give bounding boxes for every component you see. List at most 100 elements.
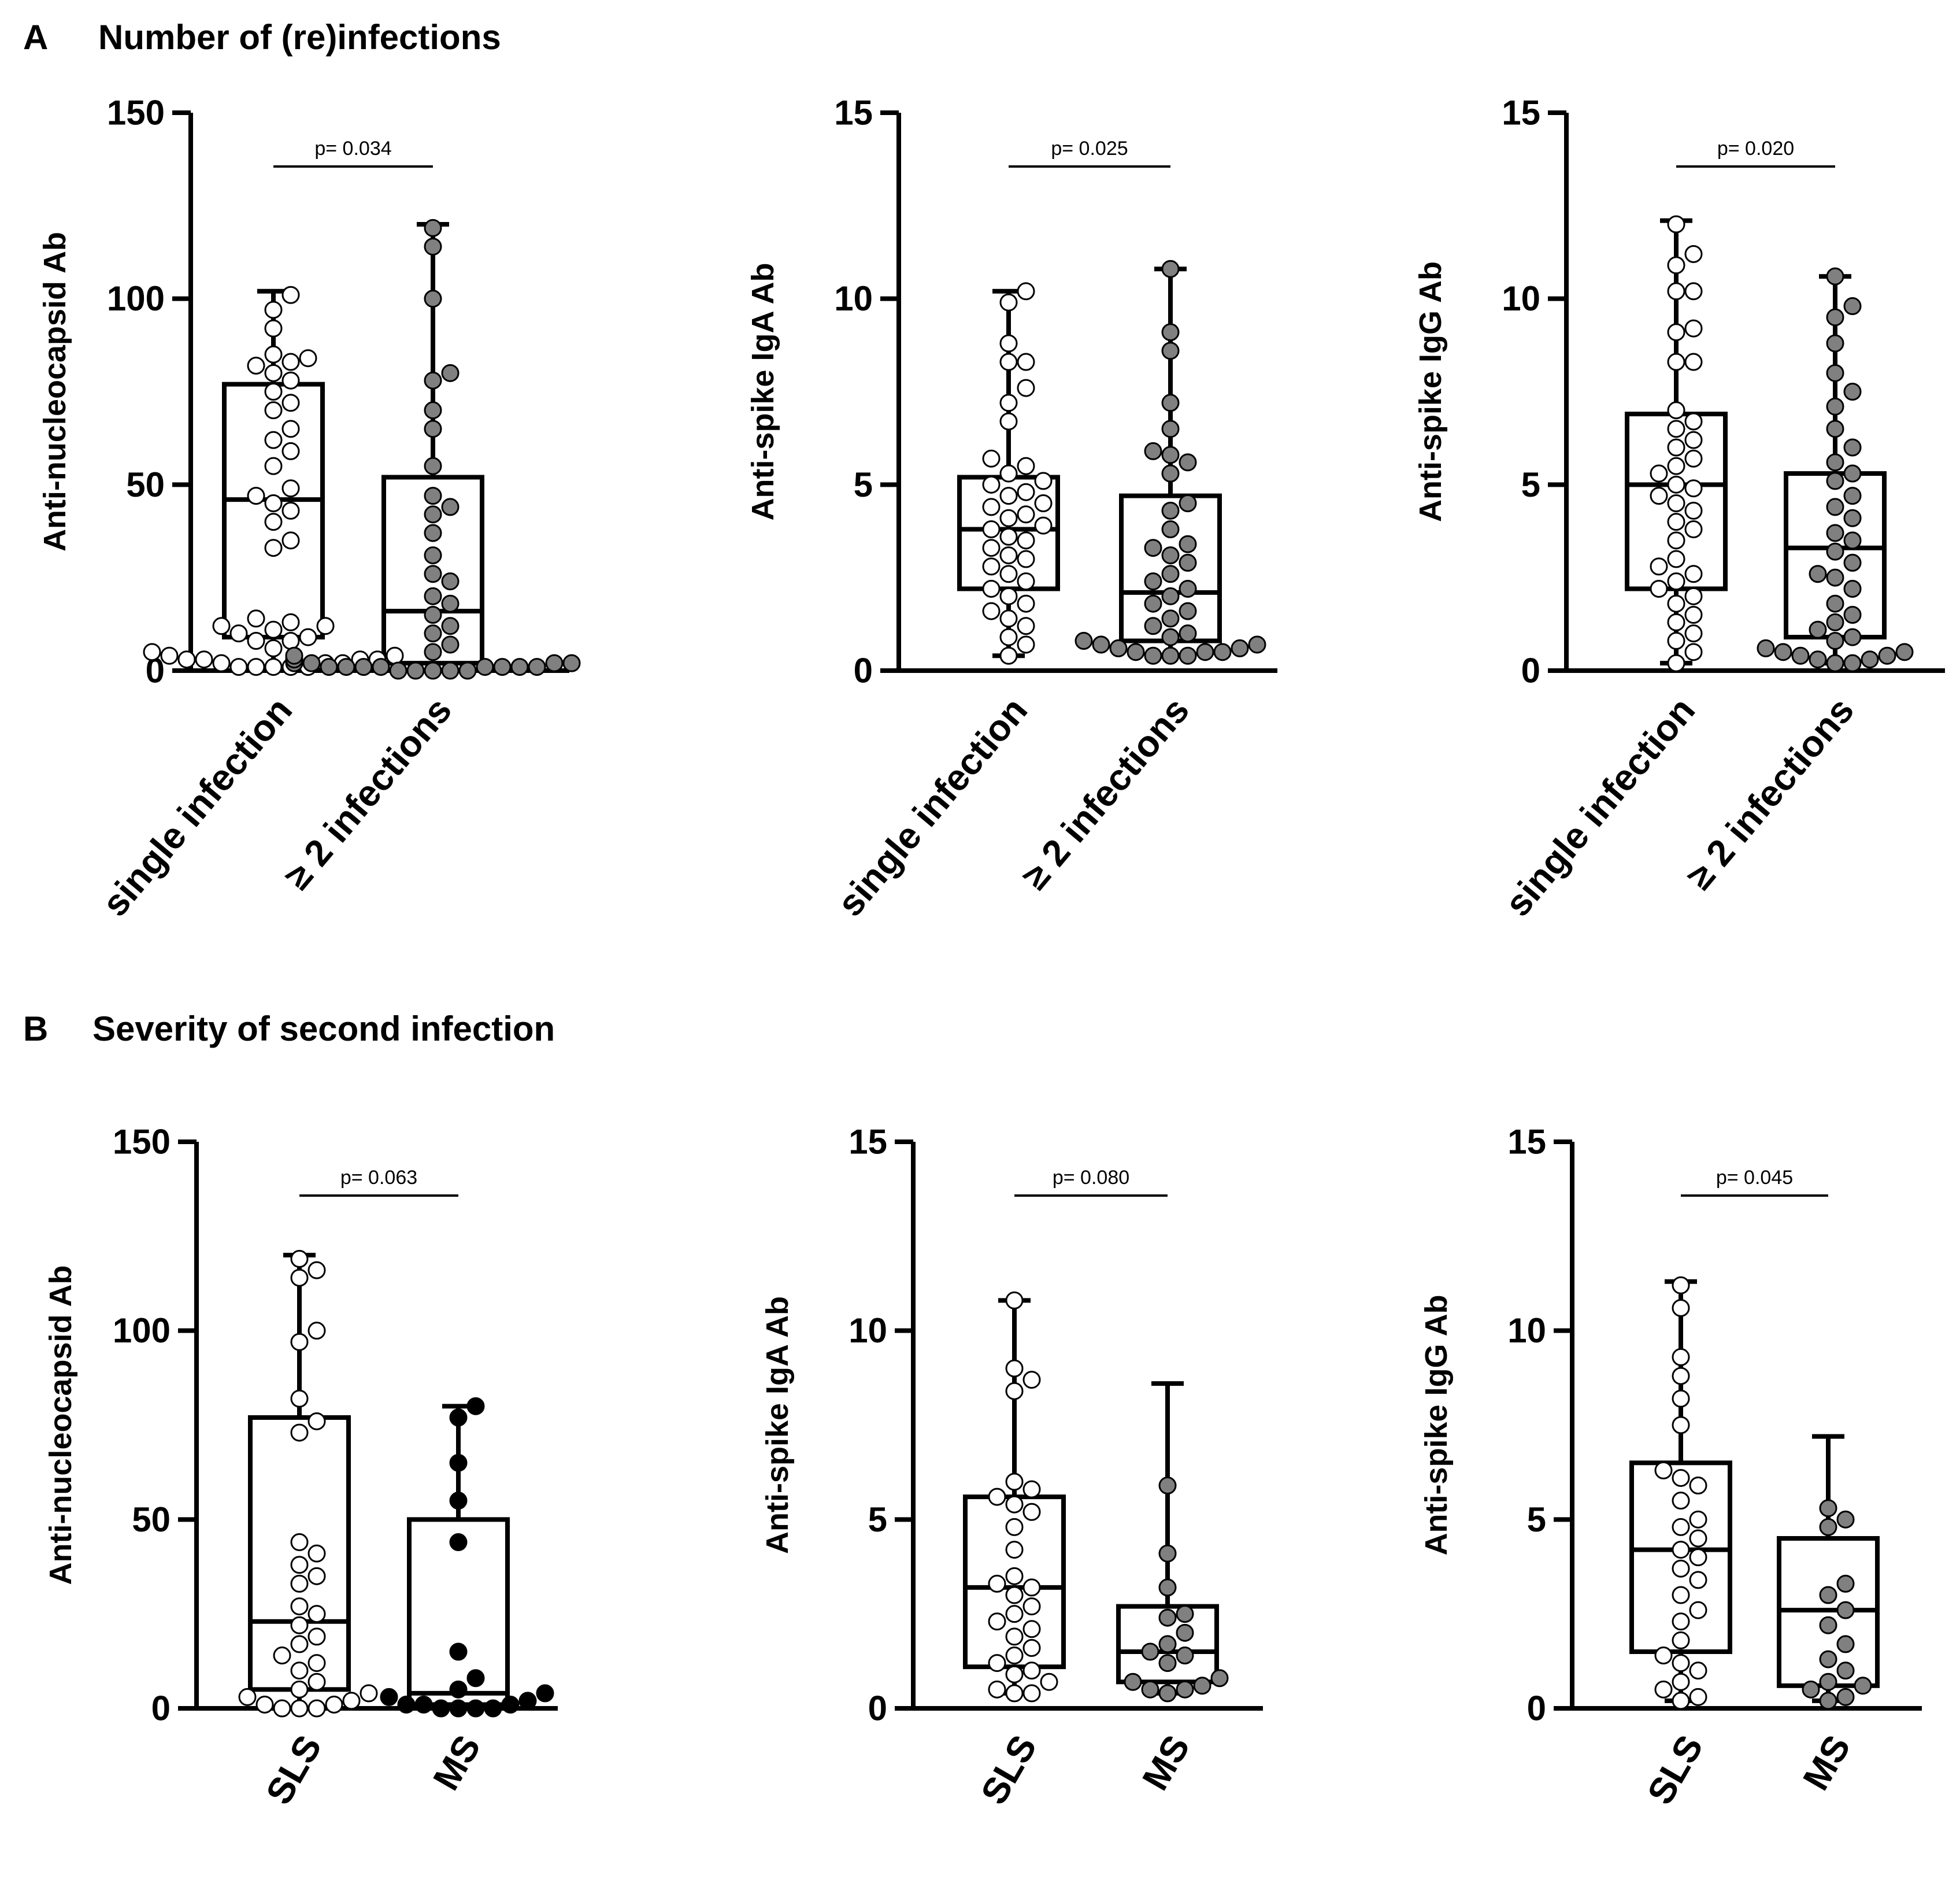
data-point (1819, 1499, 1837, 1518)
data-point (281, 531, 300, 550)
x-category-label: single infection (1496, 690, 1703, 924)
data-point (1231, 639, 1249, 657)
data-point (1684, 606, 1703, 624)
data-point (299, 628, 317, 646)
data-point (290, 1635, 309, 1653)
data-point (1843, 297, 1862, 316)
data-point (1158, 1477, 1177, 1495)
data-point (247, 658, 265, 676)
data-point (999, 293, 1018, 312)
data-point (1005, 1646, 1024, 1665)
data-point (281, 613, 300, 631)
data-point (1161, 323, 1180, 342)
data-point (1176, 1680, 1194, 1699)
data-point (264, 457, 283, 475)
data-point (449, 1642, 468, 1661)
data-point (1179, 624, 1197, 643)
data-point (1144, 572, 1162, 591)
data-point (1826, 632, 1844, 650)
data-point (1836, 1601, 1855, 1619)
data-point (1179, 602, 1197, 620)
data-point (466, 1699, 485, 1718)
data-point (424, 624, 442, 643)
x-category-label: ≥ 2 infections (1014, 690, 1198, 897)
data-point (449, 1492, 468, 1510)
data-point (466, 1397, 485, 1415)
data-point (1826, 498, 1844, 516)
data-point (1672, 1518, 1690, 1536)
y-tick-label: 10 (1507, 1311, 1546, 1350)
data-point (1022, 1620, 1041, 1638)
data-point (1022, 1503, 1041, 1521)
data-point (1017, 282, 1035, 301)
data-point (424, 420, 442, 438)
data-point (299, 349, 317, 368)
data-point (1109, 639, 1128, 657)
data-point (1161, 464, 1180, 483)
data-point (290, 1533, 309, 1552)
data-point (1689, 1601, 1707, 1619)
data-point (264, 383, 283, 401)
data-point (1667, 632, 1685, 650)
data-point (1005, 1665, 1024, 1684)
data-point (424, 487, 442, 505)
data-point (1193, 1677, 1211, 1695)
data-point (273, 1699, 291, 1718)
data-point (999, 546, 1018, 565)
data-point (1005, 1382, 1024, 1400)
chart-panel-a2: 0 5 10 15 Anti-spike IgA Ab p= 0.025 single in… (746, 94, 1277, 924)
data-point (1017, 550, 1035, 568)
data-point (1672, 1389, 1690, 1408)
y-axis-label: Anti-spike IgA Ab (760, 1296, 795, 1554)
data-point (988, 1654, 1006, 1673)
data-point (372, 658, 390, 676)
data-point (1689, 1529, 1707, 1548)
data-point (290, 1423, 309, 1442)
data-point (212, 617, 231, 635)
data-point (999, 609, 1018, 628)
data-point (999, 587, 1018, 605)
data-point (1836, 1635, 1855, 1653)
data-point (1161, 501, 1180, 520)
data-point (1684, 245, 1703, 263)
y-tick-label: 5 (1521, 465, 1540, 504)
data-point (501, 1695, 520, 1714)
data-point (466, 1669, 485, 1688)
data-point (337, 658, 355, 676)
data-point (1836, 1688, 1855, 1706)
chart-panel-a3: 0 5 10 15 Anti-spike IgG Ab p= 0.020 single in… (1413, 94, 1945, 924)
box-iqr (1116, 1604, 1219, 1685)
data-point (1144, 539, 1162, 557)
data-point (1667, 531, 1685, 550)
data-point (1017, 379, 1035, 397)
data-point (1672, 1559, 1690, 1578)
data-point (999, 509, 1018, 527)
data-point (386, 646, 404, 665)
data-point (1819, 1586, 1837, 1604)
data-point (1667, 494, 1685, 512)
data-point (281, 479, 300, 498)
data-point (389, 661, 407, 680)
data-point (1689, 1548, 1707, 1567)
data-point (290, 1597, 309, 1616)
data-point (1005, 1605, 1024, 1623)
data-point (307, 1261, 326, 1279)
data-point (1861, 650, 1879, 669)
data-point (528, 658, 546, 676)
data-point (247, 356, 265, 375)
data-point (1158, 1608, 1177, 1627)
data-point (424, 505, 442, 524)
data-point (1843, 553, 1862, 572)
y-axis-label: Anti-spike IgG Ab (1419, 1294, 1454, 1555)
data-point (1022, 1480, 1041, 1498)
data-point (1017, 353, 1035, 371)
data-point (1161, 394, 1180, 412)
data-point (1667, 572, 1685, 591)
data-point (1176, 1646, 1194, 1665)
data-point (1836, 1510, 1855, 1529)
data-point (316, 617, 335, 635)
data-point (307, 1322, 326, 1340)
